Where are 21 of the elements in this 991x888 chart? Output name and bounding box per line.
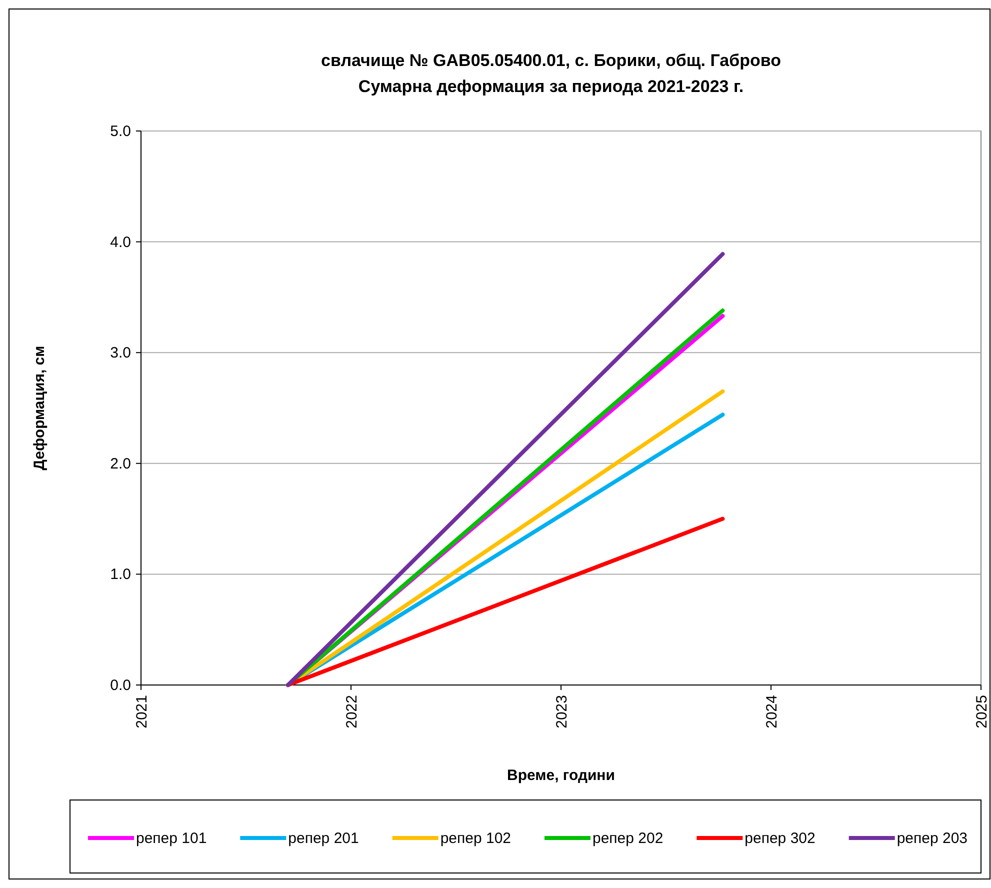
x-axis-title: Време, години: [507, 767, 615, 784]
y-tick-label: 0.0: [110, 677, 131, 694]
chart-subtitle: Сумарна деформация за периода 2021-2023 г.: [358, 77, 744, 96]
y-tick-label: 1.0: [110, 566, 131, 584]
legend-label: репер 201: [288, 830, 359, 847]
y-tick-label: 4.0: [110, 234, 131, 251]
legend-label: репер 203: [896, 830, 968, 847]
x-tick-label: 2021: [134, 695, 150, 728]
x-tick-label: 2025: [974, 695, 990, 728]
legend-label: репер 101: [136, 830, 207, 847]
y-tick-label: 5.0: [110, 123, 131, 140]
legend-label: репер 102: [440, 830, 512, 847]
y-tick-label: 3.0: [110, 344, 131, 362]
legend-label: репер 202: [592, 830, 664, 847]
chart-title: свлачище № GAB05.05400.01, с. Борики, общ. Габрово: [321, 51, 781, 70]
y-axis-title: Деформация, см: [31, 346, 48, 470]
x-tick-label: 2022: [344, 695, 360, 728]
x-tick-label: 2024: [764, 695, 780, 728]
y-tick-label: 2.0: [110, 455, 131, 472]
legend-label: репер 302: [744, 830, 816, 847]
x-tick-label: 2023: [554, 695, 570, 728]
